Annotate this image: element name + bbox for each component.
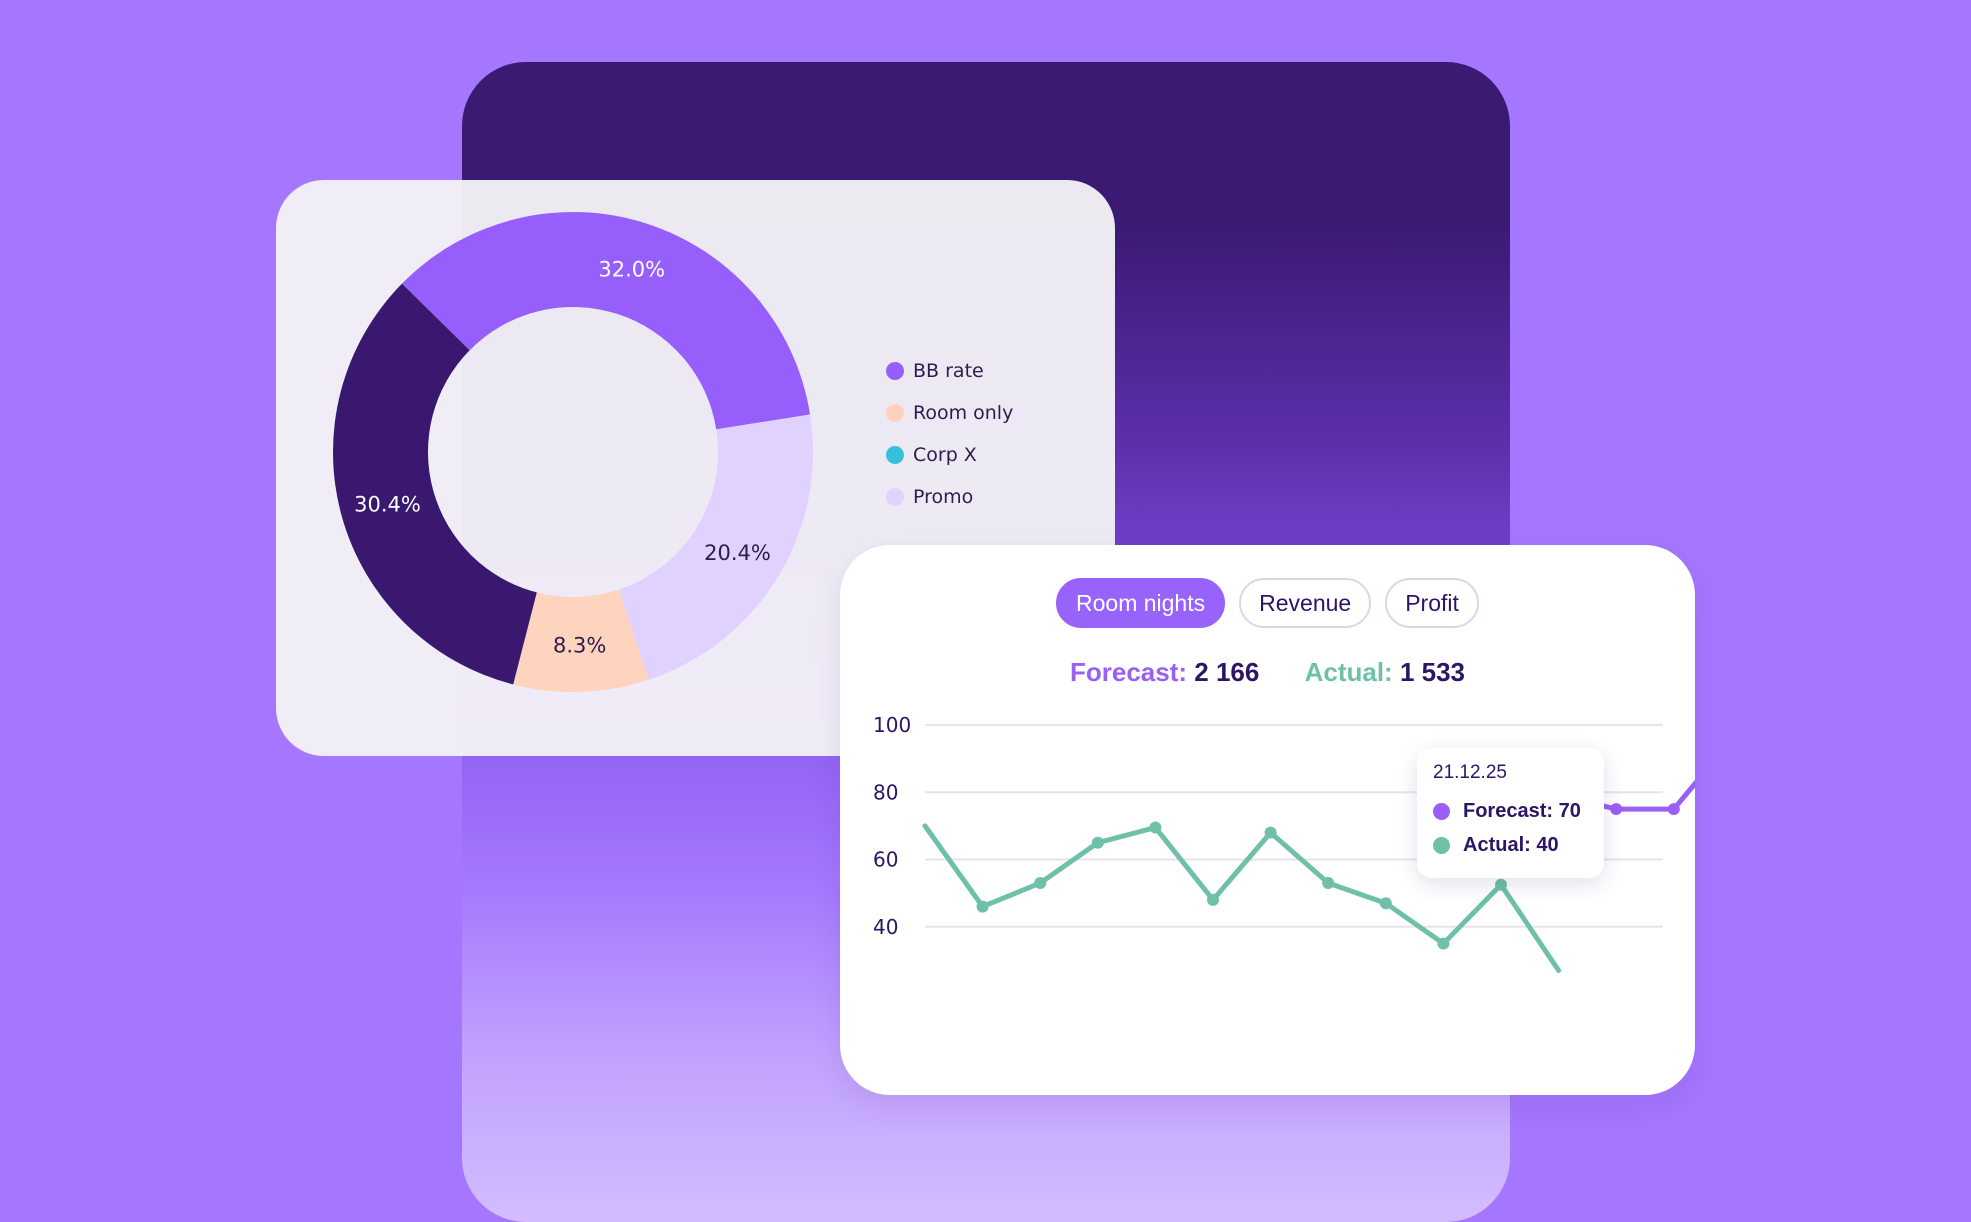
chart-tooltip: 21.12.25 Forecast: 70 Actual: 40 xyxy=(1417,748,1604,878)
tooltip-actual-row: Actual: 40 xyxy=(1433,828,1588,862)
actual-total-value: 1 533 xyxy=(1399,657,1466,687)
tooltip-forecast-dot xyxy=(1433,802,1450,820)
donut-slice-30-4[interactable] xyxy=(332,283,537,685)
legend-label: Corp X xyxy=(913,444,977,466)
tab-room-nights[interactable]: Room nights xyxy=(1056,578,1226,628)
donut-slice-8-3[interactable] xyxy=(513,589,649,692)
tooltip-actual-text: Actual: 40 xyxy=(1463,833,1559,856)
donut-slice-20-4[interactable] xyxy=(618,414,813,680)
data-point-actual[interactable] xyxy=(1091,836,1104,849)
data-point-forecast[interactable] xyxy=(1667,803,1680,816)
legend-dot xyxy=(886,446,904,464)
y-tick-label: 60 xyxy=(873,848,898,872)
tooltip-forecast-row: Forecast: 70 xyxy=(1433,794,1588,828)
series-line-actual xyxy=(922,823,1562,973)
tooltip-actual-dot xyxy=(1433,836,1450,854)
forecast-total-value: 2 166 xyxy=(1194,657,1260,687)
y-tick-label: 80 xyxy=(873,780,898,804)
data-point-actual[interactable] xyxy=(1437,937,1450,950)
data-point-actual[interactable] xyxy=(1264,826,1277,839)
actual-total-label: Actual: xyxy=(1304,657,1393,687)
donut-chart: 32.0% 30.4% 8.3% 20.4% xyxy=(332,212,813,692)
donut-slice-label: 20.4% xyxy=(704,541,771,565)
y-tick-label: 40 xyxy=(873,915,898,939)
y-tick-label: 100 xyxy=(873,713,911,737)
data-point-actual[interactable] xyxy=(1149,821,1162,834)
data-point-actual[interactable] xyxy=(1207,893,1219,906)
tooltip-date: 21.12.25 xyxy=(1433,762,1507,783)
legend-item-bb-rate[interactable]: BB rate xyxy=(886,350,1013,392)
donut-slice-32-0[interactable] xyxy=(401,212,811,430)
totals-summary: Forecast: 2 166 Actual: 1 533 xyxy=(840,657,1695,688)
legend-item-room-only[interactable]: Room only xyxy=(886,392,1013,434)
legend-label: Promo xyxy=(913,486,974,508)
line-chart-card: Room nights Revenue Profit Forecast: 2 166… xyxy=(840,545,1695,1095)
data-point-actual[interactable] xyxy=(1034,877,1047,890)
legend-item-corp-x[interactable]: Corp X xyxy=(886,434,1013,476)
donut-slice-label: 32.0% xyxy=(598,258,665,282)
donut-legend: BB rate Room only Corp X Promo xyxy=(886,350,1013,518)
legend-label: BB rate xyxy=(913,360,984,382)
data-point-forecast[interactable] xyxy=(1610,803,1623,816)
tooltip-forecast-text: Forecast: 70 xyxy=(1463,799,1581,822)
tab-profit[interactable]: Profit xyxy=(1385,578,1479,628)
tab-revenue[interactable]: Revenue xyxy=(1239,578,1372,628)
forecast-total-label: Forecast: xyxy=(1069,657,1188,687)
data-point-actual[interactable] xyxy=(976,900,989,913)
legend-dot xyxy=(886,404,904,422)
metric-tabs: Room nights Revenue Profit xyxy=(1056,578,1479,628)
legend-dot xyxy=(886,362,904,380)
legend-item-promo[interactable]: Promo xyxy=(886,476,1013,518)
data-point-actual[interactable] xyxy=(1495,878,1507,891)
data-point-actual[interactable] xyxy=(1379,897,1392,910)
legend-dot xyxy=(886,488,904,506)
legend-label: Room only xyxy=(913,402,1014,424)
data-point-actual[interactable] xyxy=(1322,877,1335,890)
donut-slice-label: 30.4% xyxy=(354,493,421,517)
donut-slice-label: 8.3% xyxy=(553,633,606,657)
